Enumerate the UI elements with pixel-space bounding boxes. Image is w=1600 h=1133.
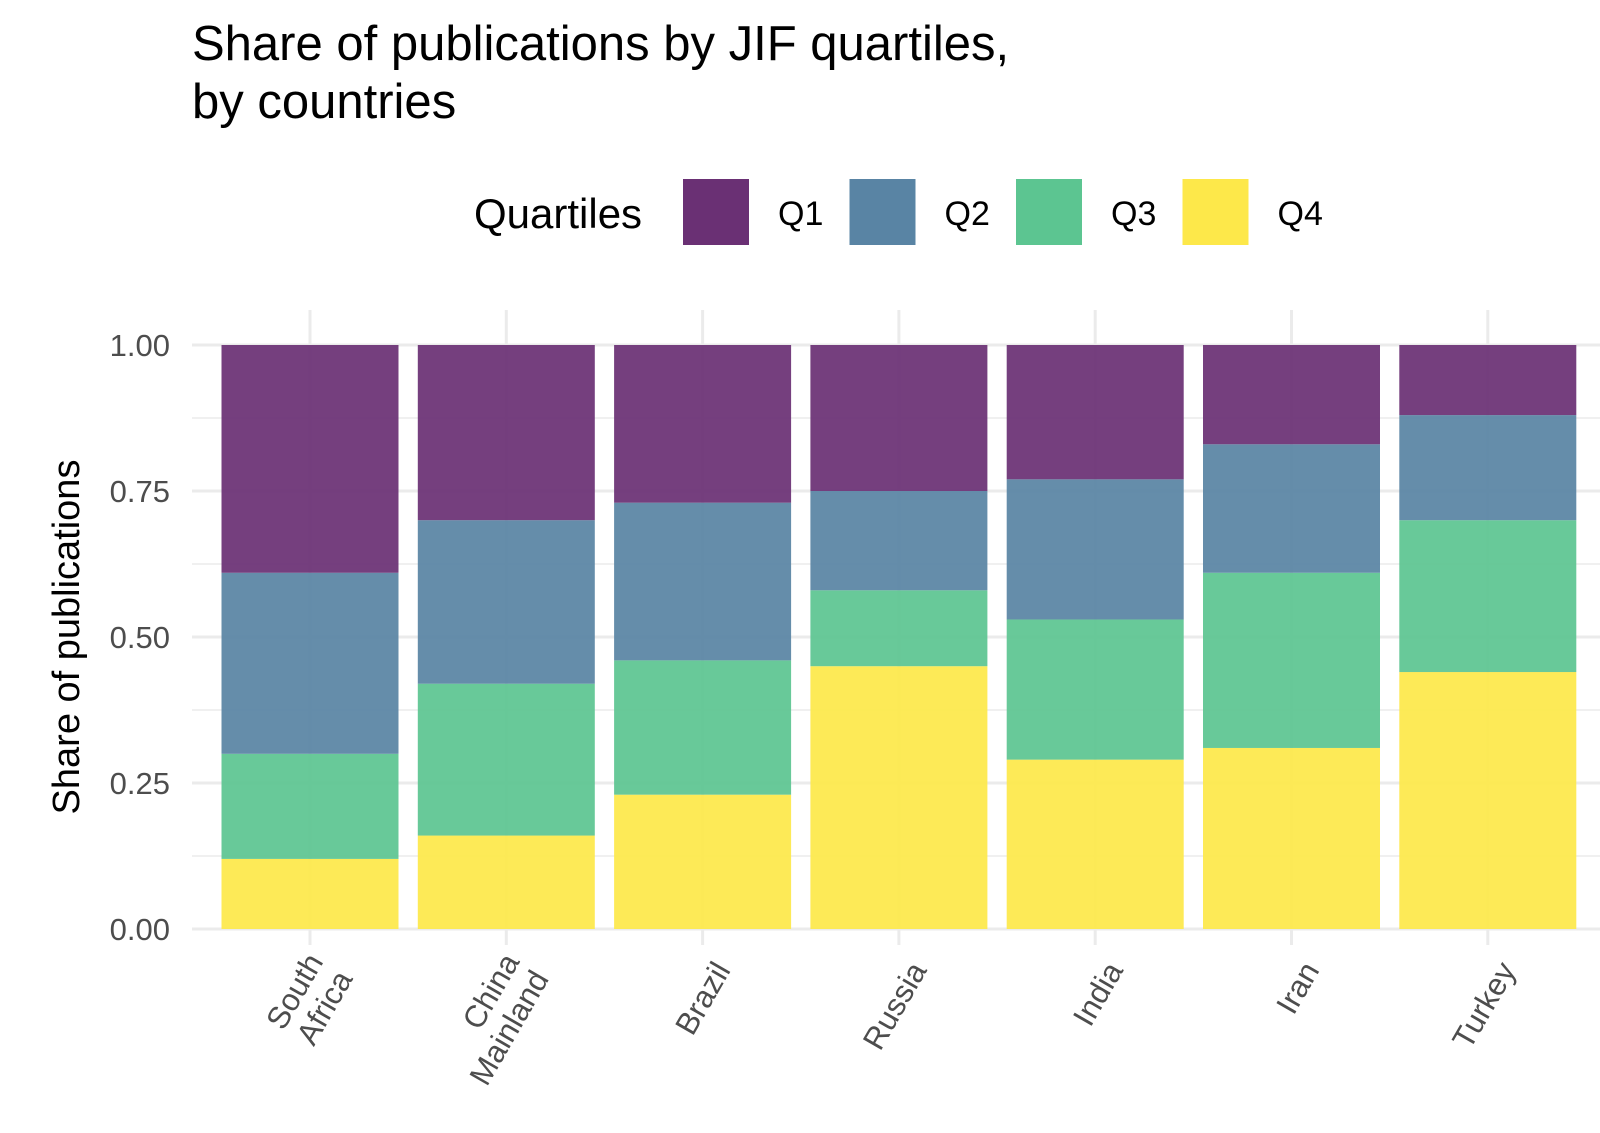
- x-tick-text: Iran: [1269, 956, 1326, 1020]
- legend: Quartiles Q1 Q2 Q3 Q4: [474, 179, 1323, 245]
- bars: [221, 345, 1577, 929]
- x-tick-line: Turkey: [1445, 956, 1522, 1055]
- bar-q3-russia: [810, 590, 988, 667]
- x-tick-line: India: [1066, 955, 1130, 1031]
- x-tick-label: SouthAfrica: [259, 947, 360, 1052]
- bar-q1-india: [1006, 345, 1184, 480]
- bar-q1-south-africa: [221, 345, 399, 573]
- x-tick-label: Iran: [1269, 956, 1326, 1020]
- x-tick-label: ChinaMainland: [433, 947, 556, 1091]
- bar-q4-russia: [810, 666, 988, 929]
- x-tick-line: Iran: [1269, 956, 1326, 1020]
- x-tick-text: SouthAfrica: [259, 947, 360, 1052]
- bar-q2-china-mainland: [417, 520, 595, 684]
- legend-swatch-q2: [849, 179, 916, 245]
- bar-q2-brazil: [614, 502, 792, 661]
- x-tick-line: Brazil: [668, 956, 737, 1041]
- bar-q4-china-mainland: [417, 835, 595, 929]
- bar-q1-russia: [810, 345, 988, 491]
- x-tick-label: Russia: [856, 955, 934, 1055]
- bar-q2-russia: [810, 491, 988, 591]
- y-axis-label: Share of publications: [46, 460, 88, 815]
- y-tick-label: 0.50: [110, 620, 170, 655]
- bar-q2-turkey: [1399, 415, 1577, 521]
- x-tick-text: India: [1066, 955, 1130, 1031]
- x-tick-text: Brazil: [668, 956, 737, 1041]
- y-axis-ticks: 0.00 0.25 0.50 0.75 1.00: [110, 328, 170, 947]
- bar-q1-turkey: [1399, 345, 1577, 416]
- bar-q3-iran: [1203, 572, 1380, 748]
- y-tick-label: 0.00: [110, 912, 170, 947]
- x-tick-text: Russia: [856, 955, 934, 1055]
- bar-q4-south-africa: [221, 858, 399, 929]
- bar-q3-india: [1006, 619, 1184, 760]
- legend-label-q2: Q2: [945, 195, 990, 233]
- x-tick-label: Brazil: [668, 956, 737, 1041]
- chart-title: Share of publications by JIF quartiles,: [192, 17, 1009, 71]
- x-tick-label: India: [1066, 955, 1130, 1031]
- legend-label-q4: Q4: [1278, 195, 1323, 233]
- x-tick-label: Turkey: [1445, 956, 1522, 1055]
- chart-title-line2: by countries: [192, 75, 456, 129]
- bar-q2-iran: [1203, 444, 1380, 573]
- x-tick-text: ChinaMainland: [433, 947, 556, 1091]
- x-axis-ticks: SouthAfrica ChinaMainland Brazil Russia Indi…: [259, 947, 1523, 1091]
- legend-title: Quartiles: [474, 190, 642, 237]
- bar-q4-brazil: [614, 794, 792, 929]
- bar-q2-india: [1006, 479, 1184, 620]
- bar-q3-south-africa: [221, 753, 399, 859]
- y-tick-label: 0.75: [110, 474, 170, 509]
- bar-q1-iran: [1203, 345, 1380, 445]
- bar-q2-south-africa: [221, 572, 399, 754]
- legend-swatch-q3: [1016, 179, 1082, 245]
- bar-q4-turkey: [1399, 672, 1577, 929]
- legend-swatch-q4: [1182, 179, 1249, 245]
- bar-q3-turkey: [1399, 520, 1577, 673]
- bar-q4-india: [1006, 759, 1184, 929]
- bar-q3-china-mainland: [417, 683, 595, 836]
- legend-label-q1: Q1: [778, 195, 823, 233]
- x-tick-text: Turkey: [1445, 956, 1522, 1055]
- legend-label-q3: Q3: [1111, 195, 1156, 233]
- y-tick-label: 1.00: [110, 328, 170, 363]
- x-tick-line: Russia: [856, 955, 934, 1055]
- bar-q1-brazil: [614, 345, 792, 503]
- bar-q3-brazil: [614, 660, 792, 795]
- legend-swatch-q1: [683, 179, 749, 245]
- bar-q1-china-mainland: [417, 345, 595, 521]
- y-tick-label: 0.25: [110, 766, 170, 801]
- bar-q4-iran: [1203, 747, 1380, 929]
